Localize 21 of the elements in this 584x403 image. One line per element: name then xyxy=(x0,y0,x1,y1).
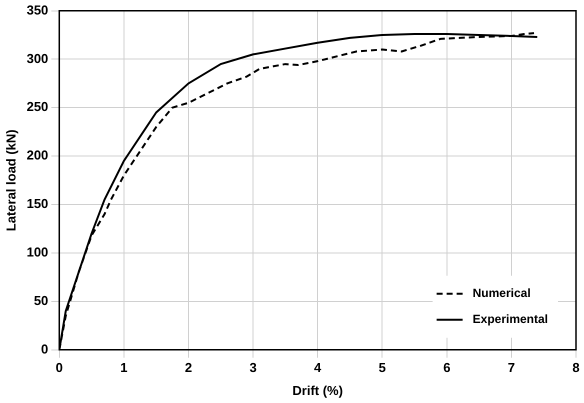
y-tick-label: 250 xyxy=(26,99,48,114)
x-tick-label: 8 xyxy=(572,360,580,376)
legend-label: Numerical xyxy=(472,286,531,300)
y-tick-label: 200 xyxy=(26,148,48,163)
y-tick-label: 300 xyxy=(26,50,48,66)
y-tick-label: 100 xyxy=(26,244,48,260)
y-axis-title: Lateral load (kN) xyxy=(3,129,18,232)
x-tick-label: 5 xyxy=(378,360,386,376)
y-tick-label: 0 xyxy=(41,341,48,356)
y-tick-label: 50 xyxy=(34,292,48,308)
x-tick-label: 7 xyxy=(508,360,516,376)
x-tick-label: 3 xyxy=(249,360,257,376)
x-tick-label: 0 xyxy=(56,360,63,376)
x-axis-title: Drift (%) xyxy=(292,382,343,398)
y-tick-label: 350 xyxy=(26,2,48,18)
x-tick-label: 1 xyxy=(120,360,128,376)
x-tick-label: 4 xyxy=(314,360,322,376)
x-tick-label: 2 xyxy=(184,360,192,376)
legend-label: Experimental xyxy=(472,312,548,326)
x-tick-label: 6 xyxy=(443,360,450,376)
y-tick-label: 150 xyxy=(26,196,48,212)
